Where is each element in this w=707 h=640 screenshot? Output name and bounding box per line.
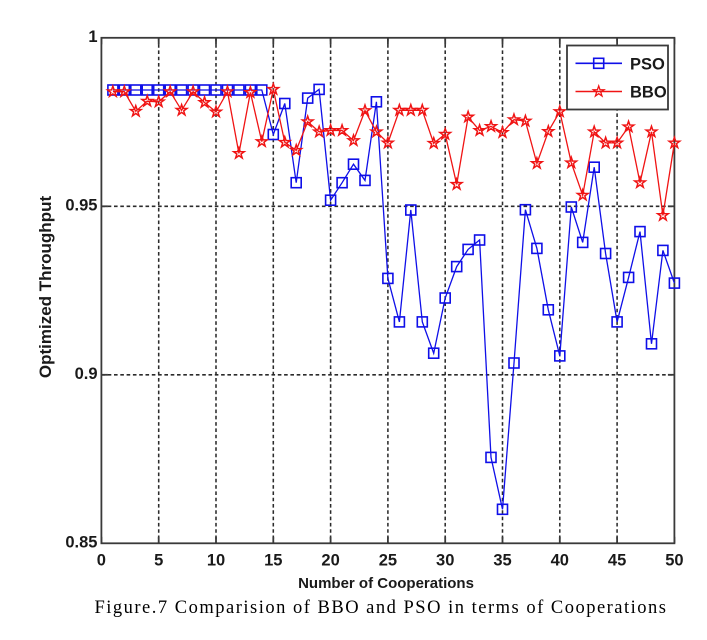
svg-text:10: 10 [207,552,225,570]
svg-text:15: 15 [264,552,282,570]
svg-text:1: 1 [88,28,97,46]
svg-text:25: 25 [379,552,397,570]
svg-text:35: 35 [493,552,511,570]
svg-text:40: 40 [551,552,569,570]
svg-text:PSO: PSO [630,55,665,73]
svg-text:0.95: 0.95 [65,196,97,214]
svg-text:BBO: BBO [630,84,667,102]
svg-text:Number of Cooperations: Number of Cooperations [298,575,474,592]
svg-text:50: 50 [665,552,683,570]
svg-text:5: 5 [154,552,163,570]
svg-text:0.9: 0.9 [75,365,98,383]
svg-text:30: 30 [436,552,454,570]
svg-text:0: 0 [97,552,106,570]
svg-text:Optimized Throughput: Optimized Throughput [36,196,55,379]
svg-text:0.85: 0.85 [65,533,97,551]
svg-text:Figure.7 Comparision of BBO an: Figure.7 Comparision of BBO and PSO in t… [94,598,667,618]
svg-text:20: 20 [321,552,339,570]
svg-text:45: 45 [608,552,626,570]
